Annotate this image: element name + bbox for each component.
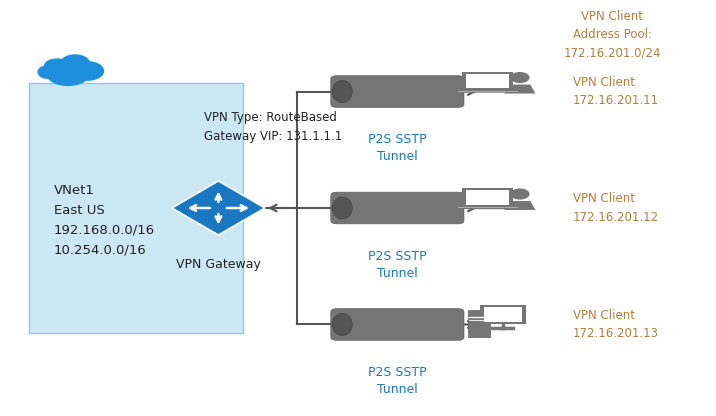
FancyBboxPatch shape (331, 192, 464, 224)
FancyBboxPatch shape (484, 307, 522, 322)
Polygon shape (505, 201, 536, 210)
Text: VPN Client
172.16.201.11: VPN Client 172.16.201.11 (573, 76, 659, 107)
FancyBboxPatch shape (462, 72, 513, 91)
Text: VPN Gateway: VPN Gateway (176, 258, 261, 271)
FancyBboxPatch shape (331, 76, 464, 107)
Ellipse shape (332, 81, 352, 102)
Ellipse shape (332, 197, 352, 219)
Text: P2S SSTP
Tunnel: P2S SSTP Tunnel (368, 133, 427, 163)
Circle shape (511, 72, 530, 83)
Text: P2S SSTP
Tunnel: P2S SSTP Tunnel (368, 250, 427, 280)
FancyBboxPatch shape (331, 309, 464, 340)
FancyBboxPatch shape (468, 310, 490, 337)
Ellipse shape (332, 314, 352, 335)
Polygon shape (458, 91, 517, 93)
Circle shape (44, 59, 69, 74)
Text: VNet1
East US
192.168.0.0/16
10.254.0.0/16: VNet1 East US 192.168.0.0/16 10.254.0.0/… (54, 184, 155, 257)
Polygon shape (458, 208, 517, 209)
Circle shape (61, 55, 90, 72)
FancyBboxPatch shape (29, 83, 243, 333)
FancyBboxPatch shape (465, 190, 509, 205)
Polygon shape (172, 181, 265, 235)
Circle shape (72, 62, 103, 80)
FancyBboxPatch shape (462, 188, 513, 207)
Text: VPN Client
172.16.201.13: VPN Client 172.16.201.13 (573, 309, 659, 340)
Text: VPN Client
172.16.201.12: VPN Client 172.16.201.12 (573, 192, 659, 224)
Circle shape (38, 66, 60, 79)
Circle shape (47, 60, 90, 85)
Text: P2S SSTP
Tunnel: P2S SSTP Tunnel (368, 366, 427, 396)
Circle shape (511, 188, 530, 200)
FancyBboxPatch shape (465, 74, 509, 88)
FancyBboxPatch shape (480, 305, 526, 324)
Text: VPN Client
Address Pool:
172.16.201.0/24: VPN Client Address Pool: 172.16.201.0/24 (563, 10, 661, 59)
Polygon shape (505, 84, 536, 94)
Text: VPN Type: RouteBased
Gateway VIP: 131.1.1.1: VPN Type: RouteBased Gateway VIP: 131.1.… (204, 111, 342, 143)
